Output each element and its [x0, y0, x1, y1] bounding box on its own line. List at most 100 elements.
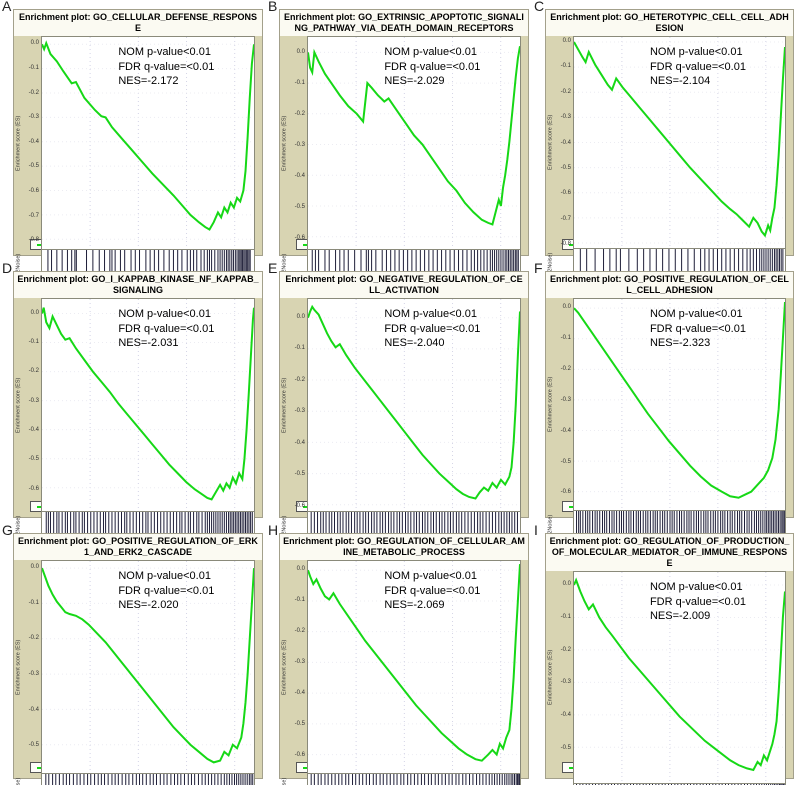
panel-letter: F: [534, 260, 543, 276]
rm-axis-margin: Ranked list metric (Signal2Noise) 0.50.0…: [14, 774, 41, 785]
es-axis-ticks: 0.0 -0.1 -0.2 -0.3 -0.4 -0.5 -0.6: [555, 298, 572, 511]
es-tick-label: -0.4: [560, 712, 571, 719]
enrichment-plot-box: Enrichment plot: GO_I_KAPPAB_KINASE_NF_K…: [13, 271, 263, 621]
panel-letter: C: [534, 0, 545, 14]
es-tick-label: -0.6: [560, 489, 571, 496]
es-axis-margin: Enrichment score (ES) 0.0 -0.1 -0.2 -0.3 -0.…: [546, 36, 573, 249]
enrichment-curve-chart: [574, 299, 785, 510]
enrichment-plot-box: Enrichment plot: GO_REGULATION_OF_PRODUC…: [545, 533, 794, 785]
es-axis-label: Enrichment score (ES): [15, 377, 22, 433]
nes-value: NES=-2.029: [384, 75, 445, 88]
es-tick-label: -0.6: [28, 187, 39, 194]
stats-block: NOM p-value<0.01 FDR q-value=<0.01 NES=-…: [384, 45, 480, 88]
enrichment-score-plot: NOM p-value<0.01 FDR q-value=<0.01 NES=-…: [41, 36, 255, 250]
enrichment-score-plot: NOM p-value<0.01 FDR q-value=<0.01 NES=-…: [573, 36, 786, 249]
enrichment-score-plot: NOM p-value<0.01 FDR q-value=<0.01 NES=-…: [573, 571, 786, 784]
es-axis-ticks: 0.0 -0.1 -0.2 -0.3 -0.4 -0.5 -0.6: [23, 298, 40, 512]
figure-panel: D Enrichment plot: GO_I_KAPPAB_KINASE_NF…: [0, 260, 266, 621]
es-tick-label: -0.3: [294, 659, 305, 666]
es-tick-label: -0.1: [560, 335, 571, 342]
es-tick-label: -0.2: [28, 635, 39, 642]
gene-set-name: GO_NEGATIVE_REGULATION_OF_CELL_ACTIVATIO…: [359, 274, 523, 295]
fdr-q-value: FDR q-value=<0.01: [118, 584, 215, 597]
enrichment-curve-chart: [42, 299, 254, 511]
nes-value: NES=-2.069: [384, 599, 445, 612]
es-tick-label: -0.6: [294, 234, 305, 241]
es-axis-label: Enrichment score (ES): [281, 377, 288, 433]
hits-barcode-chart: [42, 512, 254, 535]
fdr-q-value: FDR q-value=<0.01: [649, 322, 746, 335]
panel-letter: D: [2, 260, 13, 276]
plot-title-prefix: Enrichment plot:: [549, 536, 622, 546]
es-tick-label: -0.2: [28, 368, 39, 375]
nes-value: NES=-2.172: [118, 75, 179, 88]
nom-p-value: NOM p-value<0.01: [384, 570, 477, 583]
es-tick-label: -0.8: [28, 237, 39, 244]
enrichment-score-plot: NOM p-value<0.01 FDR q-value=<0.01 NES=-…: [573, 298, 786, 511]
gsea-chart: Enrichment score (ES) 0.0 -0.1 -0.2 -0.3 -0.…: [14, 298, 262, 621]
es-tick-label: -0.4: [28, 706, 39, 713]
panel-letter: G: [2, 522, 13, 538]
stats-block: NOM p-value<0.01 FDR q-value=<0.01 NES=-…: [118, 45, 214, 88]
hits-barcode-chart: [308, 250, 520, 273]
es-tick-label: -0.2: [560, 88, 571, 95]
enrichment-curve-chart: [574, 572, 785, 783]
es-axis-ticks: 0.0 -0.1 -0.2 -0.3 -0.4 -0.5 -0.6: [289, 560, 306, 774]
es-tick-label: -0.7: [560, 215, 571, 222]
plot-title-prefix: Enrichment plot:: [17, 274, 89, 284]
es-tick-label: -0.1: [28, 599, 39, 606]
plot-title: Enrichment plot: GO_REGULATION_OF_PRODUC…: [546, 534, 793, 571]
es-tick-label: -0.4: [560, 139, 571, 146]
fdr-q-value: FDR q-value=<0.01: [384, 60, 481, 73]
stats-block: NOM p-value<0.01 FDR q-value=<0.01 NES=-…: [650, 45, 746, 88]
es-tick-label: -0.6: [294, 502, 305, 509]
es-tick-label: -0.2: [294, 110, 305, 117]
plot-title-prefix: Enrichment plot:: [18, 12, 91, 22]
es-tick-label: -0.1: [294, 597, 305, 604]
nes-value: NES=-2.031: [118, 337, 179, 350]
es-tick-label: 0.0: [562, 304, 571, 311]
gene-set-name: GO_REGULATION_OF_PRODUCTION_OF_MOLECULAR…: [551, 536, 790, 568]
es-axis-ticks: 0.0 -0.1 -0.2 -0.3 -0.4 -0.5 -0.6: [289, 298, 306, 512]
figure-panel: H Enrichment plot: GO_REGULATION_OF_CELL…: [266, 522, 532, 785]
es-tick-label: -0.4: [294, 439, 305, 446]
es-tick-label: -0.1: [294, 345, 305, 352]
es-tick-label: 0.0: [30, 309, 39, 316]
es-tick-label: 0.0: [562, 38, 571, 45]
plot-title-prefix: Enrichment plot:: [283, 536, 355, 546]
es-tick-label: -0.2: [294, 376, 305, 383]
es-axis-margin: Enrichment score (ES) 0.0 -0.1 -0.2 -0.3 -0.…: [14, 36, 41, 250]
es-tick-label: -0.2: [28, 89, 39, 96]
stats-block: NOM p-value<0.01 FDR q-value=<0.01 NES=-…: [118, 307, 214, 350]
gsea-chart: Enrichment score (ES) 0.0 -0.1 -0.2 -0.3 -0.…: [280, 560, 528, 785]
hits-barcode-chart: [42, 250, 254, 273]
plot-title: Enrichment plot: GO_POSITIVE_REGULATION_…: [546, 272, 793, 298]
enrichment-plot-box: Enrichment plot: GO_POSITIVE_REGULATION_…: [545, 271, 794, 620]
es-tick-label: -0.5: [294, 721, 305, 728]
es-tick-label: -0.6: [560, 190, 571, 197]
plot-title-prefix: Enrichment plot:: [18, 536, 90, 546]
fdr-q-value: FDR q-value=<0.01: [649, 595, 746, 608]
panel-letter: I: [534, 522, 538, 538]
es-tick-label: 0.0: [562, 581, 571, 588]
es-axis-label: Enrichment score (ES): [15, 639, 22, 695]
es-axis-margin: Enrichment score (ES) 0.0 -0.1 -0.2 -0.3 -0.…: [280, 560, 307, 774]
enrichment-plot-box: Enrichment plot: GO_REGULATION_OF_CELLUL…: [279, 533, 529, 785]
panel-letter: H: [268, 522, 279, 538]
enrichment-curve-chart: [308, 37, 520, 249]
es-axis-ticks: 0.0 -0.1 -0.2 -0.3 -0.4 -0.5 -0.6: [289, 36, 306, 250]
gene-set-name: GO_I_KAPPAB_KINASE_NF_KAPPAB_SIGNALING: [91, 274, 259, 295]
es-tick-label: -0.3: [560, 114, 571, 121]
enrichment-score-plot: NOM p-value<0.01 FDR q-value=<0.01 NES=-…: [307, 36, 521, 250]
es-tick-label: 0.0: [296, 48, 305, 55]
nom-p-value: NOM p-value<0.01: [649, 46, 743, 59]
plot-title: Enrichment plot: GO_EXTRINSIC_APOPTOTIC_…: [280, 10, 528, 36]
panel-letter: B: [268, 0, 278, 14]
es-axis-margin: Enrichment score (ES) 0.0 -0.1 -0.2 -0.3 -0.…: [14, 560, 41, 774]
es-tick-label: -0.5: [560, 458, 571, 465]
nes-value: NES=-2.323: [649, 337, 711, 350]
gsea-chart: Enrichment score (ES) 0.0 -0.1 -0.2 -0.3 -0.…: [14, 36, 262, 359]
es-tick-label: -0.3: [294, 408, 305, 415]
plot-title: Enrichment plot: GO_REGULATION_OF_CELLUL…: [280, 534, 528, 560]
hits-barcode-strip: [307, 512, 521, 536]
